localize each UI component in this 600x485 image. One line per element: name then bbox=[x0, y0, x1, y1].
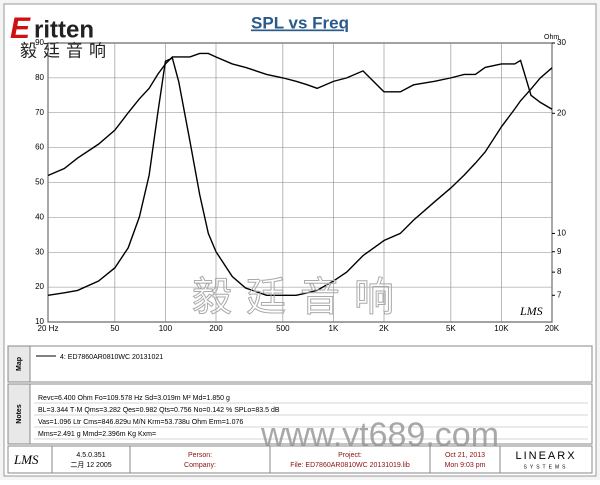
footer-file: File: ED7860AR0810WC 20131019.lib bbox=[290, 462, 410, 469]
footer-company: Company: bbox=[184, 462, 216, 469]
x-tick-label: 20 Hz bbox=[38, 324, 59, 333]
footer-brand: LINEARX bbox=[515, 450, 576, 462]
x-tick-label: 20K bbox=[545, 324, 560, 333]
y-tick-label: 20 bbox=[35, 282, 44, 291]
note-line: Mms=2.491 g Mmd=2.396m Kg Kxm= bbox=[38, 431, 156, 438]
footer-time: Mon 9:03 pm bbox=[445, 462, 486, 469]
y-tick-label: 30 bbox=[35, 247, 44, 256]
notes-label: Notes bbox=[16, 404, 23, 424]
y-tick-label: 10 bbox=[35, 317, 44, 326]
y2-tick-label: 30 bbox=[557, 38, 566, 47]
notes-lines: Revc=6.400 Ohm Fo=109.578 Hz Sd=3.019m M… bbox=[34, 395, 588, 440]
y-tick-label: 50 bbox=[35, 178, 44, 187]
x-tick-label: 500 bbox=[276, 324, 290, 333]
y-tick-label: 80 bbox=[35, 73, 44, 82]
x-tick-label: 200 bbox=[209, 324, 223, 333]
footer-project: Project: bbox=[338, 452, 362, 459]
y2-tick-label: 8 bbox=[557, 267, 562, 276]
footer-day: Oct 21, 2013 bbox=[445, 452, 485, 459]
logo-chinese: 毅廷音响 bbox=[20, 41, 112, 60]
series-line bbox=[47, 57, 553, 296]
plot: 20 Hz 50 100 200 500 1K 2K 5K 10K 20K 10 20 30 40 50 60… bbox=[35, 38, 566, 333]
y-tick-label: 90 bbox=[35, 38, 44, 47]
note-line: Revc=6.400 Ohm Fo=109.578 Hz Sd=3.019m M… bbox=[38, 395, 230, 402]
y-tick-label: 60 bbox=[35, 143, 44, 152]
y2-tick-label: 20 bbox=[557, 108, 566, 117]
x-tick-label: 10K bbox=[494, 324, 509, 333]
logo-brand: ritten bbox=[34, 16, 94, 43]
chart-title: SPL vs Freq bbox=[251, 13, 349, 32]
map-label: Map bbox=[16, 357, 23, 371]
watermark-chinese: 毅廷音响 bbox=[192, 276, 408, 320]
x-tick-label: 50 bbox=[110, 324, 119, 333]
footer-version: 4.5.0.351 bbox=[76, 452, 105, 459]
y2-tick-label: 10 bbox=[557, 229, 566, 238]
map-tab bbox=[7, 345, 31, 383]
x-tick-label: 1K bbox=[329, 324, 339, 333]
logo-initial: E bbox=[10, 12, 31, 45]
x-tick-label: 2K bbox=[379, 324, 389, 333]
footer-person: Person: bbox=[188, 452, 212, 459]
footer bbox=[7, 445, 593, 474]
note-line: BL=3.344 T·M Qms=3.282 Qes=0.982 Qts=0.7… bbox=[38, 407, 280, 414]
y2-tick-label: 7 bbox=[557, 290, 562, 299]
y-tick-label: 70 bbox=[35, 108, 44, 117]
footer-logo: LMS bbox=[13, 452, 39, 467]
y2-tick-label: 9 bbox=[557, 247, 562, 256]
series-line bbox=[47, 52, 553, 177]
x-tick-label: 5K bbox=[446, 324, 456, 333]
notes-tab bbox=[7, 383, 31, 445]
note-line: Vas=1.096 Ltr Cms=846.829u M/N Krm=53.73… bbox=[38, 419, 243, 426]
map-box bbox=[7, 345, 593, 383]
y2-axis-label: Ohm bbox=[544, 34, 559, 41]
y-tick-label: 40 bbox=[35, 212, 44, 221]
notes-box bbox=[7, 383, 593, 445]
legend-entry: 4: ED7860AR0810WC 20131021 bbox=[60, 354, 163, 361]
footer-brand-sub: SYSTEMS bbox=[524, 464, 569, 470]
footer-date: 二月 12 2005 bbox=[70, 461, 111, 469]
plot-mark: LMS bbox=[519, 304, 543, 318]
x-tick-label: 100 bbox=[159, 324, 173, 333]
